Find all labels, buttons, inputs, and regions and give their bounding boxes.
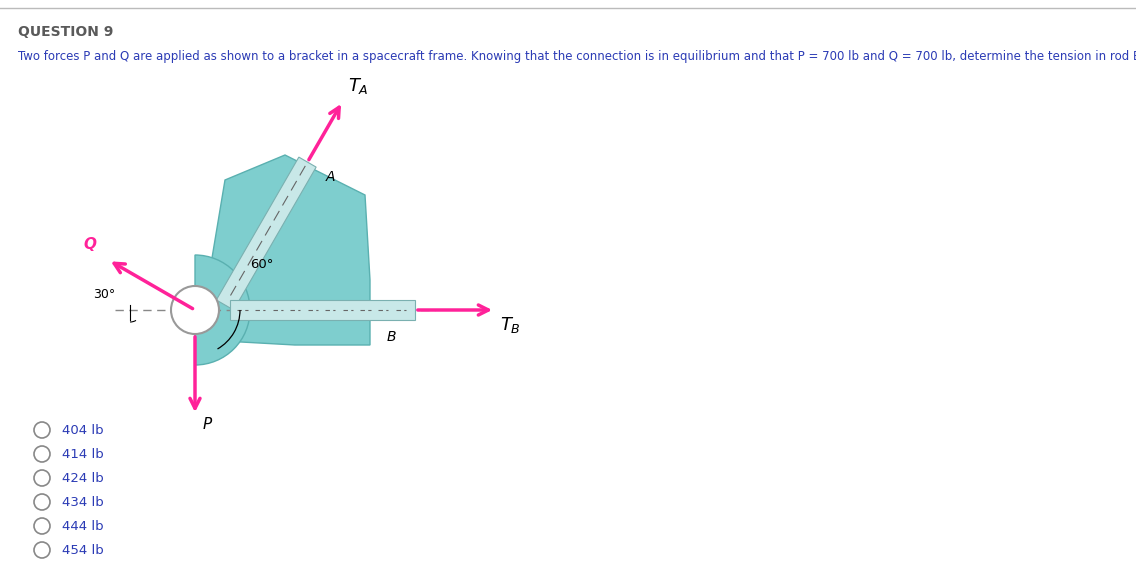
Circle shape [34,446,50,462]
Text: 454 lb: 454 lb [62,544,103,556]
Text: $T_B$: $T_B$ [500,315,521,335]
Text: 424 lb: 424 lb [62,471,103,485]
Text: Two forces P and Q are applied as shown to a bracket in a spacecraft frame. Know: Two forces P and Q are applied as shown … [18,50,1136,63]
Circle shape [34,494,50,510]
Text: A: A [326,170,335,184]
Circle shape [34,422,50,438]
Polygon shape [204,155,370,345]
Wedge shape [195,255,250,365]
Text: B: B [387,330,396,344]
Circle shape [34,470,50,486]
Text: QUESTION 9: QUESTION 9 [18,25,114,39]
Text: 60°: 60° [250,258,274,272]
Text: $T_A$: $T_A$ [348,77,368,96]
Text: Q: Q [83,237,97,252]
Circle shape [34,542,50,558]
Text: 30°: 30° [93,288,115,302]
Text: 414 lb: 414 lb [62,448,103,460]
Polygon shape [216,157,316,310]
Text: 444 lb: 444 lb [62,519,103,533]
Text: P: P [203,417,212,432]
Text: 434 lb: 434 lb [62,496,103,508]
Circle shape [172,286,219,334]
Circle shape [34,518,50,534]
Text: 404 lb: 404 lb [62,424,103,436]
Polygon shape [229,300,415,320]
